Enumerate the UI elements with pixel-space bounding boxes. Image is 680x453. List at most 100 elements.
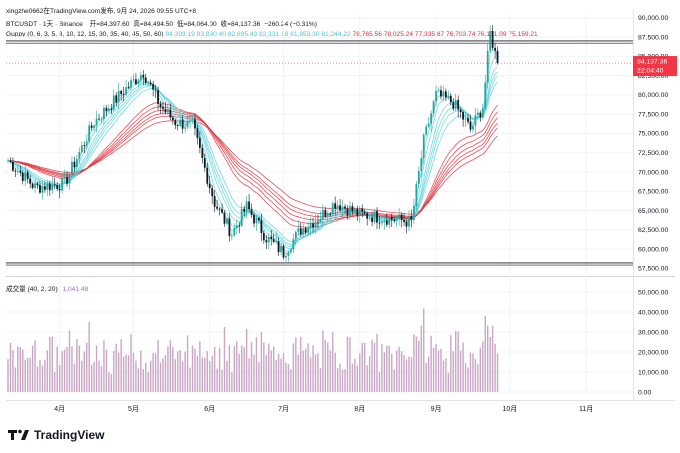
volume-bar (361, 342, 363, 392)
volume-bar (189, 367, 191, 392)
volume-bar (349, 337, 351, 392)
volume-bar (39, 359, 41, 392)
candle (260, 213, 263, 242)
tradingview-logo[interactable]: TradingView (8, 428, 104, 442)
candle (299, 222, 302, 237)
horizontal-lines[interactable] (6, 40, 633, 266)
candle (107, 103, 110, 113)
candle-body (403, 220, 405, 222)
candle (476, 108, 479, 120)
price-grid (6, 10, 675, 401)
candle (321, 204, 324, 227)
volume-bar (216, 368, 218, 392)
candle (361, 204, 364, 218)
candle (235, 219, 238, 234)
candle-body (491, 31, 494, 48)
guppy-short-values: 84,393.19 83,890.40 82,895.43 82,331.18 … (165, 31, 350, 38)
chart-canvas[interactable]: 90,000.0087,500.0085,000.0082,500.0080,0… (0, 0, 680, 420)
candle-body (464, 118, 467, 120)
candle-body (216, 206, 218, 209)
volume-bar (233, 346, 236, 392)
volume-bar (250, 341, 253, 392)
candle-body (122, 94, 125, 95)
candle-body (147, 82, 150, 84)
volume-bar (194, 348, 196, 392)
symbol-name[interactable]: BTCUSDT · 1天 · Binance (6, 21, 83, 28)
candle-body (435, 90, 437, 102)
candle-body (258, 217, 260, 221)
guppy-short-value-0: 84,393.19 (165, 31, 195, 38)
volume-bar (319, 368, 322, 392)
volume-bar (181, 361, 184, 392)
volume-bar (366, 365, 368, 392)
candle (250, 203, 253, 218)
price-axis[interactable]: 90,000.0087,500.0085,000.0082,500.0080,0… (638, 15, 668, 396)
volume-bar (373, 342, 376, 392)
candle (447, 90, 450, 100)
candle (53, 177, 56, 190)
candle (292, 233, 295, 254)
volume-bar (17, 346, 19, 392)
volume-bar (56, 346, 58, 392)
candle-body (444, 91, 447, 98)
candle-body (432, 101, 435, 114)
candle (253, 211, 255, 228)
candle-body (139, 74, 142, 81)
volume-title: 成交量 (40, 2, 20) (6, 286, 58, 293)
volume-bar (63, 349, 66, 392)
candle-body (405, 221, 408, 227)
candle (329, 212, 332, 217)
candle-body (98, 118, 100, 120)
volume-bar (393, 369, 395, 392)
candle-body (307, 227, 310, 233)
candle (206, 163, 209, 187)
volume-bar (223, 327, 226, 392)
candle-body (361, 208, 364, 212)
volume-bar (255, 337, 258, 392)
candle (408, 210, 410, 232)
volume-legend[interactable]: 成交量 (40, 2, 20) 1,041.48 (6, 283, 88, 293)
candle (152, 80, 155, 97)
volume-bar (118, 352, 120, 392)
volume-bar (386, 345, 388, 392)
candle (454, 93, 457, 112)
candle-body (255, 217, 258, 224)
candle (435, 85, 437, 107)
candlestick-series (7, 25, 499, 263)
volume-bar (245, 329, 248, 392)
candle-body (120, 90, 123, 95)
candle (474, 107, 477, 134)
volume-bar (231, 372, 233, 392)
candle (373, 208, 376, 225)
volume-bar (78, 345, 81, 392)
candle (341, 199, 344, 217)
time-tick-label: 5月 (128, 405, 139, 413)
candle-body (260, 220, 263, 234)
candle (277, 236, 280, 257)
volume-bar (199, 341, 201, 392)
current-price-badge (633, 56, 677, 77)
candle (93, 124, 95, 132)
candle (201, 144, 204, 164)
candle-body (390, 217, 393, 220)
volume-bar (61, 351, 63, 392)
volume-bar (98, 360, 100, 392)
candle-body (88, 125, 91, 142)
open-label: 开 (89, 21, 97, 28)
volume-bar (344, 368, 346, 392)
candle-body (292, 239, 295, 250)
volume-bar (83, 351, 85, 392)
candle-body (29, 178, 32, 184)
candle-body (240, 208, 243, 226)
candle (319, 210, 322, 224)
candle (83, 141, 86, 154)
volume-bar (41, 365, 44, 392)
volume-bar (86, 342, 88, 392)
volume-bar (282, 352, 285, 392)
time-axis[interactable]: 4月 5月 6月 7月 8月 9月 10月 11月 (54, 405, 593, 413)
guppy-legend[interactable]: Guppy (0, 6, 3, 5, 8, 10, 12, 15, 30, 35… (6, 31, 538, 38)
candle (331, 201, 334, 217)
volume-bar (462, 342, 464, 392)
volume-bar (287, 364, 290, 392)
candle-body (358, 208, 361, 216)
